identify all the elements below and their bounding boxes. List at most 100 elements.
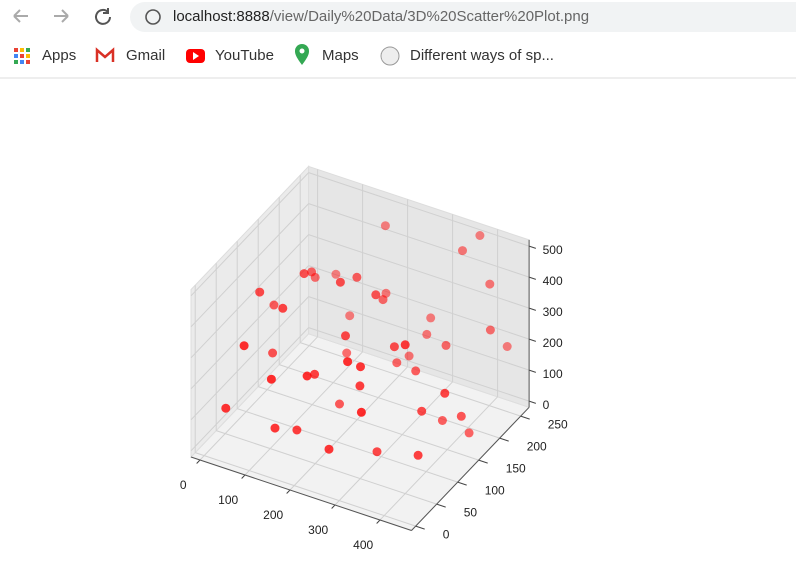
point xyxy=(292,425,302,435)
point xyxy=(345,311,355,321)
dot xyxy=(26,48,30,52)
tick-mark xyxy=(457,481,467,486)
point xyxy=(352,272,362,282)
point xyxy=(270,423,280,433)
grid-line xyxy=(190,265,309,390)
grid-line xyxy=(244,351,363,476)
grid-line xyxy=(237,408,458,483)
point xyxy=(475,231,485,240)
point xyxy=(389,342,399,352)
x-tick-label: 300 xyxy=(308,523,328,537)
grid-line xyxy=(308,234,530,309)
pin-dot xyxy=(299,48,305,54)
point xyxy=(485,325,495,335)
z-tick-label: 100 xyxy=(543,367,563,381)
bookmark[interactable]: Different ways of sp... xyxy=(410,47,554,64)
point xyxy=(502,342,512,351)
bookmark[interactable]: Gmail xyxy=(126,47,165,64)
bookmark[interactable]: Maps xyxy=(322,47,359,64)
point xyxy=(299,269,309,279)
maps-icon[interactable] xyxy=(295,44,309,65)
x-axis-line xyxy=(190,456,412,531)
x-tick-label: 200 xyxy=(263,508,283,522)
point xyxy=(417,406,427,416)
tick-mark xyxy=(528,307,537,311)
point xyxy=(239,341,249,351)
dot xyxy=(14,48,18,52)
gmail-icon[interactable] xyxy=(95,47,115,62)
y-tick-label: 150 xyxy=(506,461,526,475)
point xyxy=(343,357,353,367)
point xyxy=(356,407,366,417)
tick-mark xyxy=(196,459,201,464)
grid-line xyxy=(300,342,521,417)
point xyxy=(310,369,320,379)
tick-mark xyxy=(286,489,291,494)
z-tick-label: 400 xyxy=(543,274,563,288)
grid-line xyxy=(190,172,309,297)
point xyxy=(464,428,474,438)
grid-line xyxy=(308,296,530,371)
grid-line xyxy=(334,381,453,506)
point xyxy=(302,371,312,381)
x-tick-label: 100 xyxy=(218,493,238,507)
point xyxy=(268,348,278,358)
site-icon[interactable] xyxy=(380,46,400,66)
z-tick-label: 500 xyxy=(543,243,563,257)
point xyxy=(342,348,352,358)
tick-mark xyxy=(528,369,537,373)
reload-button[interactable] xyxy=(95,8,111,25)
y-axis-line xyxy=(411,406,530,531)
tick-mark xyxy=(528,400,537,404)
point xyxy=(411,366,421,376)
tick-mark xyxy=(528,245,537,249)
grid-line xyxy=(308,203,530,278)
point xyxy=(392,358,402,368)
tick-mark xyxy=(478,459,488,464)
point xyxy=(485,279,495,289)
z-tick-label: 300 xyxy=(543,305,563,319)
x-tick-label: 0 xyxy=(180,478,187,492)
tick-mark xyxy=(415,525,425,530)
y-tick-label: 0 xyxy=(443,527,450,541)
address-bar[interactable] xyxy=(130,2,796,32)
point xyxy=(341,331,350,341)
grid-line xyxy=(190,296,309,421)
dot xyxy=(26,60,30,64)
play xyxy=(193,52,199,60)
info-icon[interactable] xyxy=(145,9,161,25)
point xyxy=(255,287,265,297)
grid-line xyxy=(190,234,309,359)
grid-line xyxy=(308,172,530,247)
grid-line xyxy=(216,430,437,505)
dot xyxy=(14,54,18,58)
grid-line xyxy=(199,336,318,461)
point xyxy=(400,340,410,350)
bookmark[interactable]: Apps xyxy=(42,47,76,64)
browser-chrome: localhost:8888/view/Daily%20Data/3D%20Sc… xyxy=(0,0,796,79)
tick-mark xyxy=(528,276,537,280)
point xyxy=(441,340,451,350)
point xyxy=(440,388,450,398)
apps-icon[interactable] xyxy=(14,48,30,64)
y-tick-label: 50 xyxy=(464,505,478,519)
y-tick-label: 250 xyxy=(548,417,568,431)
point xyxy=(422,329,432,339)
tick-mark xyxy=(520,415,530,420)
bookmark[interactable]: YouTube xyxy=(215,47,274,64)
tick-mark xyxy=(528,338,537,342)
point xyxy=(378,295,388,305)
tick-mark xyxy=(241,474,246,479)
y-tick-label: 200 xyxy=(527,439,547,453)
dot xyxy=(26,54,30,58)
tick-mark xyxy=(376,519,381,524)
point xyxy=(335,399,344,409)
z-tick-label: 200 xyxy=(543,336,563,350)
point xyxy=(355,381,365,391)
back-button[interactable] xyxy=(13,9,28,23)
forward-button[interactable] xyxy=(54,9,69,23)
tick-mark xyxy=(499,437,509,442)
z-tick-label: 0 xyxy=(543,398,550,412)
point xyxy=(437,416,447,425)
dot xyxy=(14,60,18,64)
